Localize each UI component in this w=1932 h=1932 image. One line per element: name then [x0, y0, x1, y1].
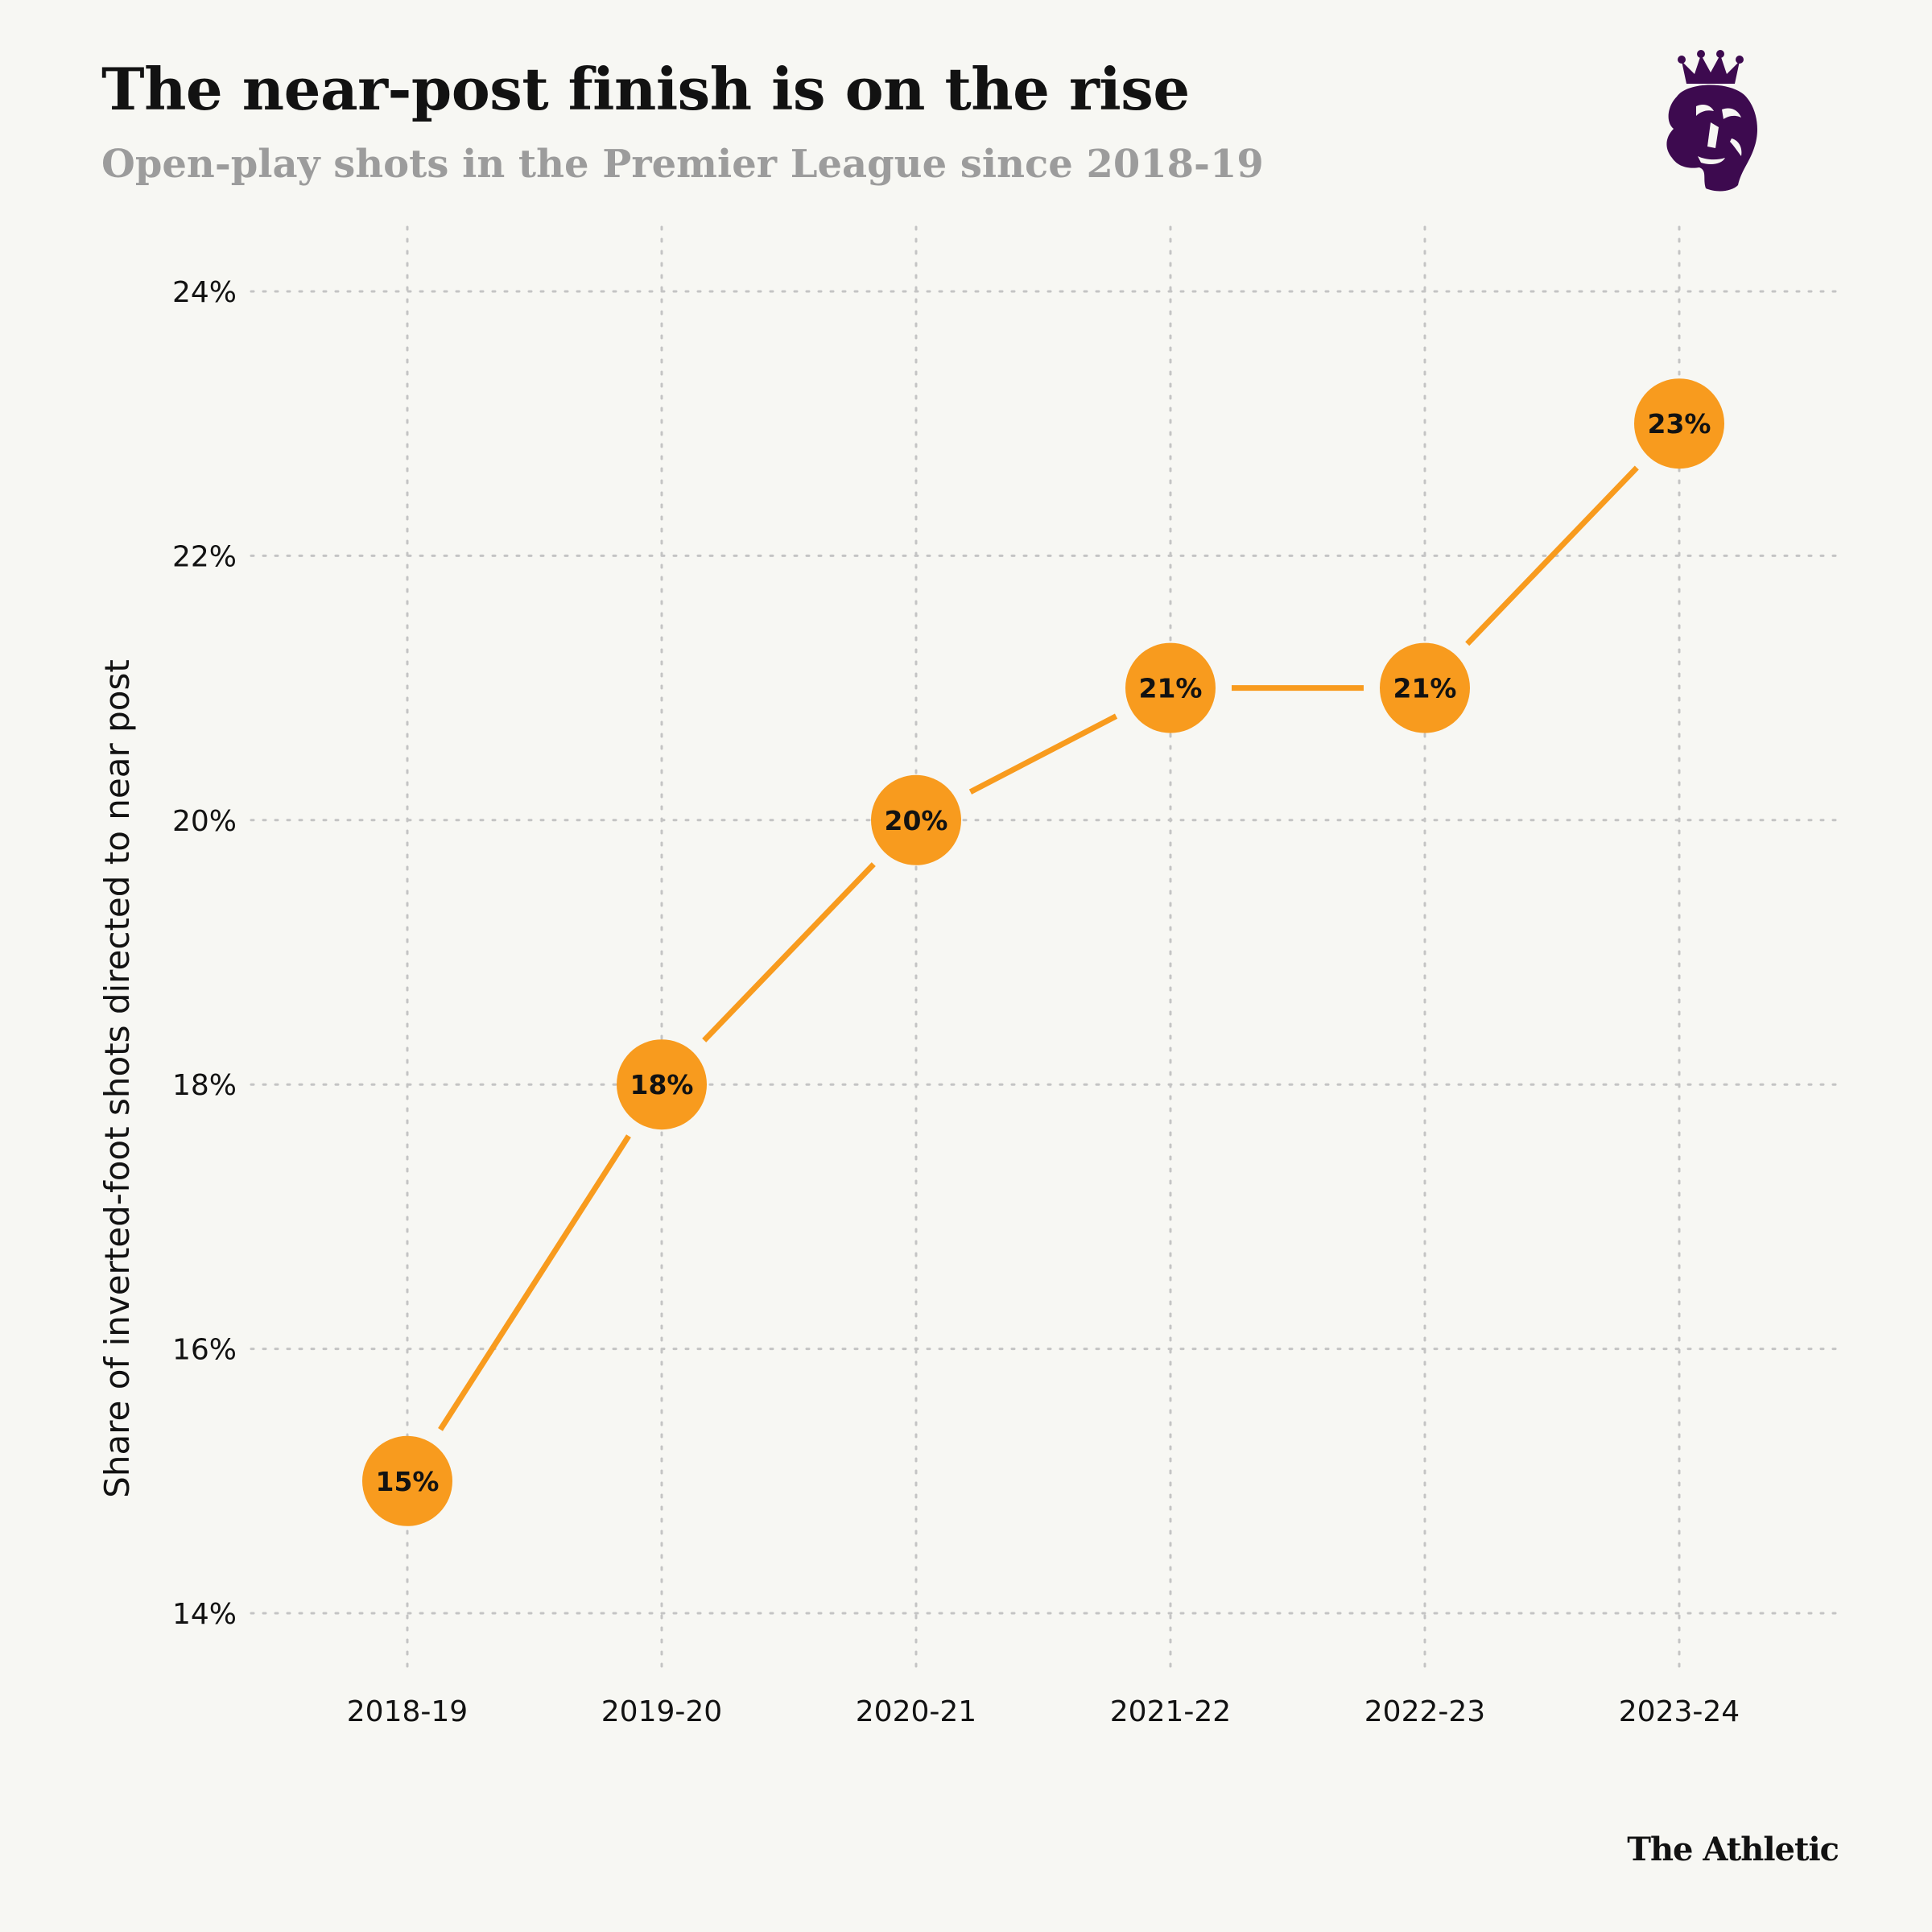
data-point: [1634, 378, 1724, 469]
y-tick-label: 14%: [172, 1598, 237, 1631]
x-tick-label: 2019-20: [601, 1695, 722, 1728]
chart-subtitle: Open-play shots in the Premier League si…: [101, 142, 1264, 187]
y-tick-label: 18%: [172, 1069, 237, 1102]
data-point: [871, 774, 961, 865]
data-label: 18%: [630, 1069, 694, 1100]
series-line-segment: [702, 862, 876, 1042]
y-tick-label: 24%: [172, 276, 237, 309]
data-label: 21%: [1393, 673, 1457, 704]
x-tick-label: 2021-22: [1110, 1695, 1231, 1728]
x-tick-label: 2022-23: [1364, 1695, 1485, 1728]
series-line-segment: [1465, 465, 1639, 646]
y-tick-label: 16%: [172, 1334, 237, 1367]
x-tick-label: 2018-19: [347, 1695, 468, 1728]
x-tick-label: 2020-21: [856, 1695, 976, 1728]
y-axis-title: Share of inverted-foot shots directed to…: [97, 659, 137, 1498]
data-point: [617, 1039, 707, 1130]
series-line-segment: [968, 713, 1118, 795]
data-point: [362, 1435, 452, 1526]
brand-wordmark: The Athletic: [1627, 1831, 1839, 1868]
data-point: [1380, 642, 1470, 733]
chart-title: The near-post finish is on the rise: [101, 55, 1190, 123]
data-label: 20%: [885, 805, 948, 836]
data-label: 21%: [1139, 673, 1203, 704]
data-label: 15%: [376, 1466, 440, 1497]
series-line-segment: [438, 1134, 631, 1431]
y-tick-label: 20%: [172, 805, 237, 838]
y-tick-label: 22%: [172, 540, 237, 573]
x-tick-label: 2023-24: [1619, 1695, 1740, 1728]
data-label: 23%: [1648, 408, 1711, 440]
premier-league-lion-icon: [1666, 50, 1757, 192]
data-point: [1125, 642, 1216, 733]
